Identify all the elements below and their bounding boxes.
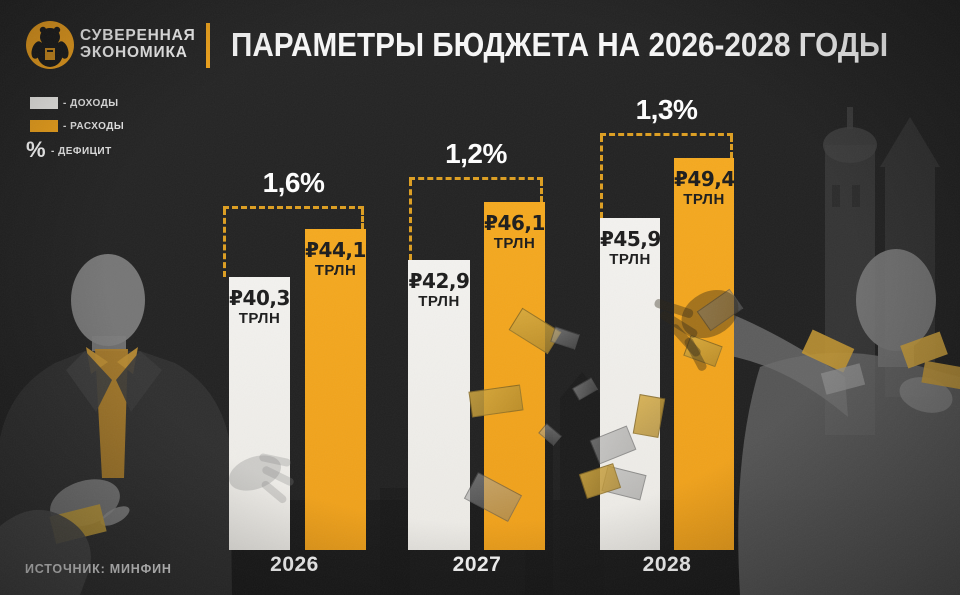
expense-value-2027: ₽46,1 xyxy=(484,211,545,235)
year-label-2026: 2026 xyxy=(270,553,319,576)
banknote-decoration xyxy=(550,326,580,350)
expense-unit-2028: ТРЛН xyxy=(683,191,725,208)
deficit-bracket-2027 xyxy=(409,177,543,260)
source-credit: ИСТОЧНИК: МИНФИН xyxy=(25,562,172,576)
expense-swatch xyxy=(30,120,58,132)
header-divider xyxy=(206,23,210,68)
income-unit-2028: ТРЛН xyxy=(609,251,651,268)
expense-bar-2027: ₽46,1 ТРЛН xyxy=(484,202,545,550)
bracket-left-leg xyxy=(600,136,603,218)
income-value-2028: ₽45,9 xyxy=(600,227,661,251)
year-label-2028: 2028 xyxy=(642,553,692,576)
deficit-label-2027: 1,2% xyxy=(445,138,507,169)
deficit-label-2026: 1,6% xyxy=(262,167,325,198)
deficit-bracket-2026 xyxy=(223,206,364,277)
deficit-bracket-2028 xyxy=(600,133,733,218)
income-swatch xyxy=(30,97,58,109)
banknote-decoration xyxy=(571,377,599,401)
left-figure-decoration xyxy=(0,254,232,595)
deficit-label-2028: 1,3% xyxy=(635,94,698,125)
income-value-2026: ₽40,3 xyxy=(229,286,290,310)
brand-line-1: СУВЕРЕННАЯ xyxy=(80,27,196,44)
expense-bar-2026: ₽44,1 ТРЛН xyxy=(305,229,366,550)
income-bar-2027: ₽42,9 ТРЛН xyxy=(408,260,470,550)
bracket-right-leg xyxy=(361,209,364,229)
percent-icon: % xyxy=(26,137,46,162)
deficit-legend-label: - ДЕФИЦИТ xyxy=(51,146,112,157)
brand-line-2: ЭКОНОМИКА xyxy=(80,44,188,61)
bracket-right-leg xyxy=(730,136,733,158)
expense-unit-2027: ТРЛН xyxy=(493,235,536,252)
expense-legend-label: - РАСХОДЫ xyxy=(63,121,125,132)
bracket-left-leg xyxy=(223,209,226,277)
bracket-right-leg xyxy=(540,180,543,202)
income-bar-2028: ₽45,9 ТРЛН xyxy=(600,218,661,550)
page-title: ПАРАМЕТРЫ БЮДЖЕТА НА 2026-2028 ГОДЫ xyxy=(231,26,889,63)
bear-logo-icon xyxy=(26,21,74,69)
income-value-2027: ₽42,9 xyxy=(408,269,470,293)
income-bar-2026: ₽40,3 ТРЛН xyxy=(229,277,290,550)
income-unit-2026: ТРЛН xyxy=(238,310,281,327)
expense-value-2028: ₽49,4 xyxy=(674,167,735,191)
bracket-left-leg xyxy=(409,180,412,260)
expense-unit-2026: ТРЛН xyxy=(314,262,357,279)
income-legend-label: - ДОХОДЫ xyxy=(63,98,119,109)
expense-bar-2028: ₽49,4 ТРЛН xyxy=(674,158,735,550)
brand-name: СУВЕРЕННАЯ ЭКОНОМИКА xyxy=(80,27,196,61)
expense-value-2026: ₽44,1 xyxy=(305,238,366,262)
income-unit-2027: ТРЛН xyxy=(418,293,460,310)
year-label-2027: 2027 xyxy=(452,553,502,576)
